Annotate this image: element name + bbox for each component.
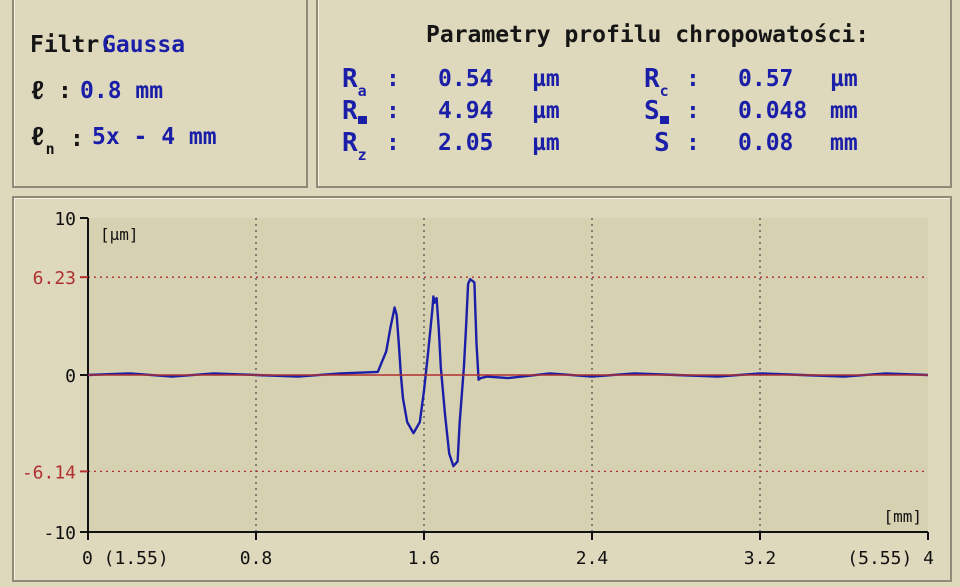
param-rz-unit: µm [532, 130, 560, 156]
eval-sub: n [45, 140, 55, 158]
x-tick-label: 2.4 [576, 548, 609, 569]
cutoff-symbol: ℓ [30, 76, 46, 106]
y-tick-label: 0 [65, 366, 76, 387]
roughness-profile-chart: 10 6.23 0 -6.14 -10 0 (1.55) 0.8 1.6 2.4 3.2 (5.55… [22, 209, 934, 569]
param-rm-subscript-glyph [357, 116, 367, 124]
x-tick-label: 1.6 [408, 548, 441, 569]
y-tick-label: 6.23 [33, 268, 76, 289]
y-tick-label: 10 [54, 209, 76, 230]
param-rm-value: 4.94 [438, 98, 494, 124]
x-tick-label: (5.55) 4 [847, 548, 934, 569]
x-tick-label: 0 (1.55) [82, 548, 169, 569]
x-axis-unit-label: [mm] [883, 507, 922, 526]
param-rz-colon: : [386, 130, 400, 156]
param-rc-value: 0.57 [738, 66, 794, 92]
x-tick-label: 0.8 [240, 548, 273, 569]
param-sm-value: 0.048 [738, 98, 808, 124]
param-sm-symbol: S [644, 96, 669, 126]
param-ra-value: 0.54 [438, 66, 494, 92]
eval-value: 5x - 4 mm [92, 124, 217, 150]
param-rz-symbol: Rz [342, 128, 367, 164]
param-rc-unit: µm [830, 66, 858, 92]
eval-colon: : [70, 126, 84, 152]
param-s-colon: : [686, 130, 700, 156]
params-title: Parametry profilu chropowatości: [426, 22, 870, 48]
filter-value: Gaussa [102, 32, 186, 58]
filter-panel: Filtr: Gaussa ℓ : 0.8 mm ℓn : 5x - 4 mm [12, 0, 308, 188]
param-rm-unit: µm [532, 98, 560, 124]
chart-panel: 10 6.23 0 -6.14 -10 0 (1.55) 0.8 1.6 2.4 3.2 (5.55… [12, 196, 952, 582]
param-rz-value: 2.05 [438, 130, 494, 156]
param-sm-unit: mm [830, 98, 858, 124]
param-ra-symbol: Ra [342, 64, 367, 100]
eval-symbol: ℓ [30, 122, 46, 152]
param-s-value: 0.08 [738, 130, 794, 156]
param-ra-unit: µm [532, 66, 560, 92]
param-rm-symbol: R [342, 96, 367, 126]
param-sm-colon: : [686, 98, 700, 124]
filter-label: Filtr: [30, 32, 114, 58]
params-panel: Parametry profilu chropowatości: Ra : 0.… [316, 0, 952, 188]
x-tick-label: 3.2 [744, 548, 777, 569]
y-axis-unit-label: [µm] [100, 225, 139, 244]
param-sm-subscript-glyph [659, 116, 669, 124]
param-s-unit: mm [830, 130, 858, 156]
param-s-symbol: S [654, 128, 670, 158]
eval-length-symbol: ℓn [30, 122, 55, 158]
y-tick-label: -6.14 [22, 462, 76, 483]
cutoff-value: 0.8 mm [80, 78, 164, 104]
param-rm-colon: : [386, 98, 400, 124]
param-rc-symbol: Rc [644, 64, 669, 100]
cutoff-colon: : [58, 78, 72, 104]
param-ra-colon: : [386, 66, 400, 92]
y-tick-label: -10 [43, 523, 76, 544]
param-rc-colon: : [686, 66, 700, 92]
